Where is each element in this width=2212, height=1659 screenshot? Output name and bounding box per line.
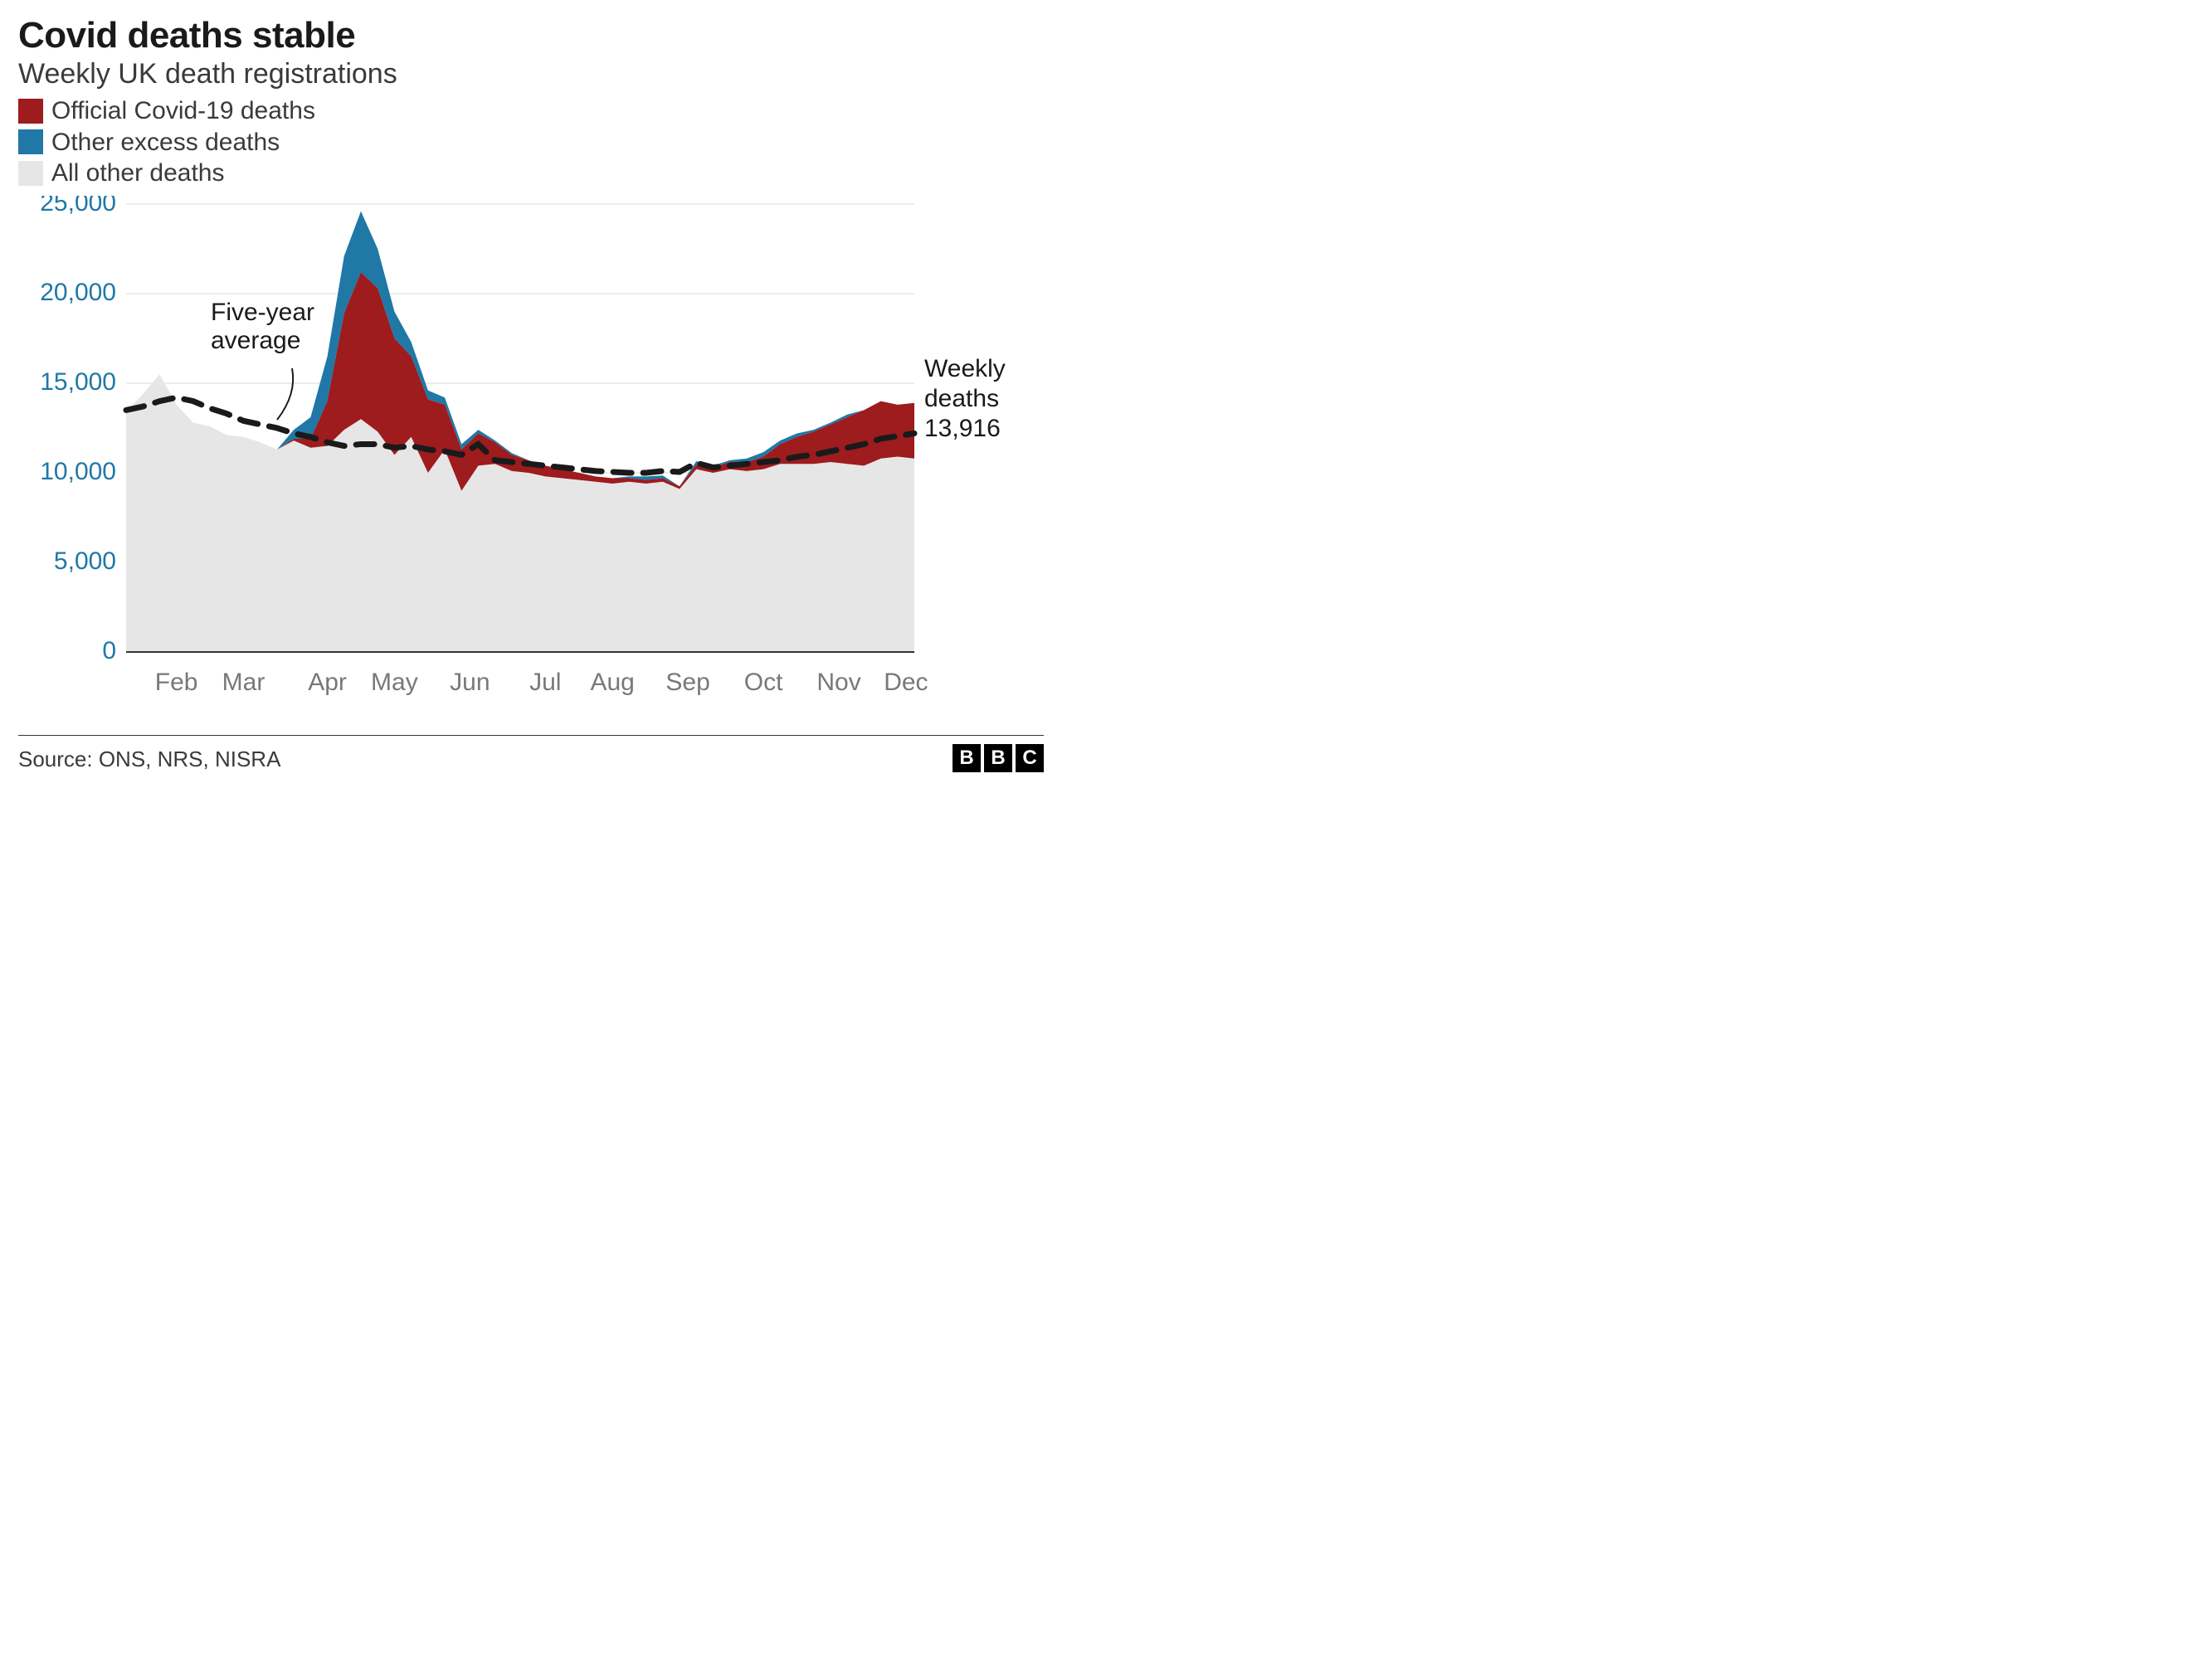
- weekly-deaths-end-label: Weekly: [924, 355, 1006, 382]
- x-tick-label: Jul: [529, 669, 561, 696]
- five-year-annotation-text: Five-year: [211, 299, 314, 326]
- legend-label: All other deaths: [51, 158, 224, 189]
- x-tick-label: Apr: [308, 669, 347, 696]
- legend: Official Covid-19 deathsOther excess dea…: [18, 95, 1044, 189]
- legend-item: Other excess deaths: [18, 127, 1044, 158]
- x-tick-label: Jun: [450, 669, 490, 696]
- area-all-other-deaths: [126, 374, 914, 652]
- weekly-deaths-end-label: 13,916: [924, 415, 1001, 442]
- x-tick-label: May: [371, 669, 418, 696]
- chart-title: Covid deaths stable: [18, 15, 1044, 56]
- legend-label: Official Covid-19 deaths: [51, 95, 315, 127]
- x-tick-label: Feb: [155, 669, 198, 696]
- y-tick-label: 0: [102, 636, 116, 664]
- legend-item: Official Covid-19 deaths: [18, 95, 1044, 127]
- legend-swatch: [18, 161, 43, 186]
- weekly-deaths-end-label: deaths: [924, 385, 999, 412]
- five-year-annotation-text: average: [211, 327, 300, 354]
- bbc-logo-box: C: [1016, 744, 1044, 772]
- y-tick-label: 10,000: [40, 457, 116, 484]
- footer: Source: ONS, NRS, NISRA BBC: [18, 735, 1044, 772]
- legend-swatch: [18, 99, 43, 124]
- chart-subtitle: Weekly UK death registrations: [18, 58, 1044, 90]
- y-tick-label: 5,000: [54, 547, 116, 574]
- bbc-logo: BBC: [953, 744, 1044, 772]
- legend-item: All other deaths: [18, 158, 1044, 189]
- x-tick-label: Nov: [816, 669, 860, 696]
- legend-label: Other excess deaths: [51, 127, 280, 158]
- five-year-annotation-line: [277, 368, 293, 420]
- source-text: Source: ONS, NRS, NISRA: [18, 747, 280, 772]
- x-tick-label: Aug: [590, 669, 634, 696]
- bbc-logo-box: B: [953, 744, 981, 772]
- x-tick-label: Dec: [884, 669, 928, 696]
- area-chart-svg: 0 5,000 10,000 15,000 20,000 25,000 Feb Mar Apr M…: [18, 196, 1044, 727]
- x-tick-label: Sep: [665, 669, 709, 696]
- x-tick-label: Oct: [744, 669, 783, 696]
- y-tick-label: 20,000: [40, 278, 116, 305]
- legend-swatch: [18, 129, 43, 154]
- x-tick-label: Mar: [222, 669, 266, 696]
- y-tick-label: 15,000: [40, 367, 116, 395]
- y-tick-label: 25,000: [40, 196, 116, 216]
- chart-area: 0 5,000 10,000 15,000 20,000 25,000 Feb Mar Apr M…: [18, 196, 1044, 727]
- bbc-logo-box: B: [984, 744, 1012, 772]
- chart-card: Covid deaths stable Weekly UK death regi…: [0, 0, 1062, 784]
